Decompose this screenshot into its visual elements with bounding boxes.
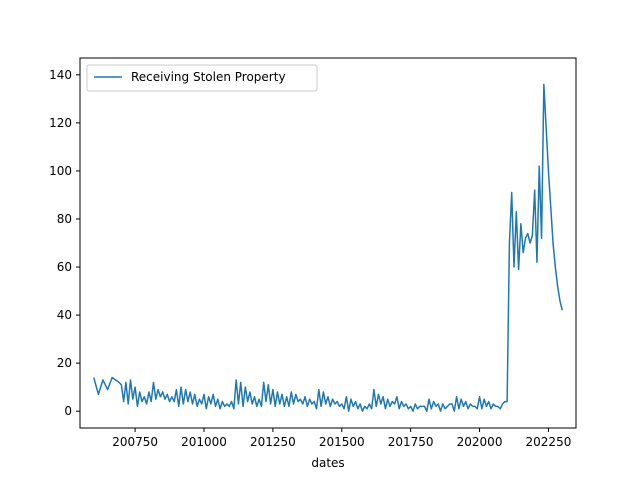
legend: Receiving Stolen Property (86, 64, 318, 92)
y-tick-label-40: 40 (57, 308, 72, 322)
series-line-0 (93, 83, 563, 412)
x-axis-label: dates (311, 456, 344, 470)
x-tick-label-201000: 201000 (181, 435, 227, 449)
plot-layer (93, 83, 563, 412)
y-axis-ticks: 0 20 40 60 80 100 120 140 (49, 68, 80, 418)
y-tick-label-140: 140 (49, 68, 72, 82)
y-tick-label-120: 120 (49, 116, 72, 130)
x-axis-ticks: 200750 201000 201250 201500 201750 202000 2022… (112, 428, 571, 449)
x-tick-label-200750: 200750 (112, 435, 158, 449)
x-tick-label-201750: 201750 (388, 435, 434, 449)
y-tick-label-20: 20 (57, 356, 72, 370)
legend-entry-receiving-stolen-property: Receiving Stolen Property (131, 70, 286, 84)
y-tick-label-60: 60 (57, 260, 72, 274)
x-tick-label-201500: 201500 (319, 435, 365, 449)
x-tick-label-202250: 202250 (526, 435, 572, 449)
y-tick-label-80: 80 (57, 212, 72, 226)
x-tick-label-202000: 202000 (457, 435, 503, 449)
legend-box (86, 64, 318, 92)
y-tick-label-0: 0 (64, 404, 72, 418)
y-tick-label-100: 100 (49, 164, 72, 178)
x-tick-label-201250: 201250 (250, 435, 296, 449)
axes-frame (79, 57, 577, 429)
